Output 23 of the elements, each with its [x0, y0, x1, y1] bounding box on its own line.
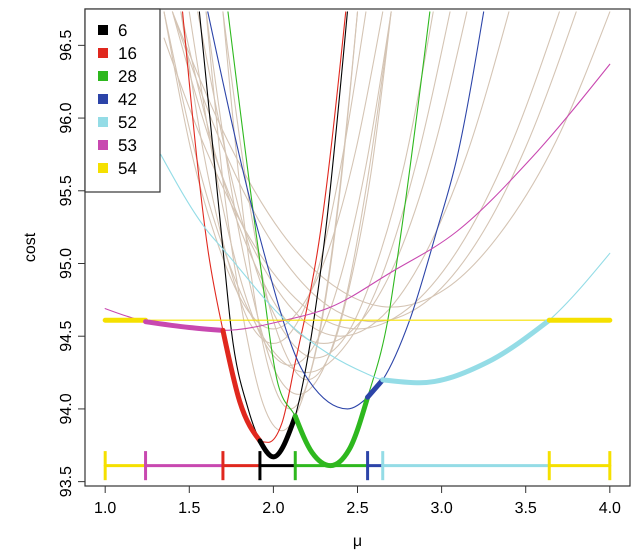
y-tick-label: 94.5 — [58, 320, 75, 352]
y-tick-label: 95.5 — [58, 175, 75, 206]
x-tick-label: 3.5 — [514, 500, 537, 517]
y-tick-label: 96.0 — [58, 102, 75, 134]
x-tick-label: 4.0 — [598, 500, 622, 517]
legend-label: 16 — [118, 44, 137, 63]
x-tick-label: 2.5 — [346, 500, 369, 517]
y-axis-title: cost — [22, 232, 39, 262]
y-tick-label: 96.5 — [58, 30, 75, 61]
x-tick-label: 1.0 — [94, 500, 116, 517]
y-tick-label: 95.0 — [58, 248, 75, 280]
y-tick-label: 94.0 — [58, 393, 75, 424]
x-axis-title: μ — [352, 533, 362, 550]
legend-label: 6 — [118, 21, 128, 40]
legend-label: 28 — [118, 67, 137, 86]
legend-label: 53 — [118, 136, 137, 155]
y-tick-label: 93.5 — [58, 466, 75, 498]
x-tick-label: 3.0 — [430, 500, 453, 517]
legend-label: 42 — [118, 90, 137, 109]
legend-label: 52 — [118, 113, 137, 132]
legend-label: 54 — [118, 159, 137, 178]
x-tick-label: 2.0 — [262, 500, 285, 517]
x-tick-label: 1.5 — [178, 500, 201, 517]
